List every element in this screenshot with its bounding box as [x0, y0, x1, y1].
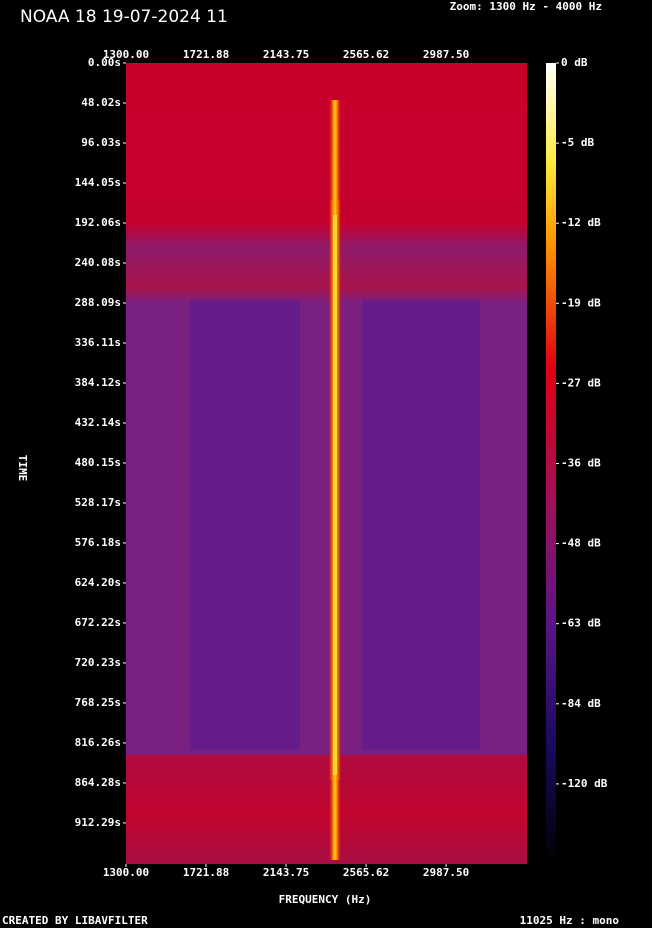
y-tick-label: 144.05s	[75, 176, 121, 189]
colorbar-tick-label: -84 dB	[561, 697, 601, 710]
colorbar-tick-label: -36 dB	[561, 457, 601, 470]
x-tick-label-top: 2565.62	[343, 48, 389, 61]
colorbar-tick-label: -12 dB	[561, 216, 601, 229]
zoom-label: Zoom: 1300 Hz - 4000 Hz	[450, 0, 602, 13]
y-tick-label: 96.03s	[81, 136, 121, 149]
x-tick-label-top: 2143.75	[263, 48, 309, 61]
colorbar-tick-label: -19 dB	[561, 296, 601, 309]
y-tick-label: 720.23s	[75, 656, 121, 669]
y-tick-label: 768.25s	[75, 696, 121, 709]
y-tick-label: 624.20s	[75, 576, 121, 589]
footer-right: 11025 Hz : mono	[520, 914, 620, 927]
y-tick-label: 816.26s	[75, 736, 121, 749]
footer-left: CREATED BY LIBAVFILTER	[2, 914, 148, 927]
y-tick-label: 672.22s	[75, 616, 121, 629]
x-tick-label-top: 1721.88	[183, 48, 229, 61]
y-tick-label: 48.02s	[81, 96, 121, 109]
y-tick-label: 912.29s	[75, 816, 121, 829]
colorbar-tick-label: -5 dB	[561, 136, 594, 149]
x-tick-label-bottom: 1300.00	[103, 866, 149, 879]
colorbar-tick-label: 0 dB	[561, 56, 588, 69]
x-axis-label: FREQUENCY (Hz)	[279, 893, 372, 906]
y-tick-label: 336.11s	[75, 336, 121, 349]
y-tick-label: 240.08s	[75, 256, 121, 269]
x-tick-label-top: 2987.50	[423, 48, 469, 61]
y-tick-label: 528.17s	[75, 496, 121, 509]
y-tick-label: 432.14s	[75, 416, 121, 429]
y-tick-label: 576.18s	[75, 536, 121, 549]
x-tick-label-bottom: 2987.50	[423, 866, 469, 879]
x-tick-label-bottom: 2143.75	[263, 866, 309, 879]
spectrogram-image	[126, 63, 527, 864]
x-tick-label-bottom: 2565.62	[343, 866, 389, 879]
y-tick-label: 864.28s	[75, 776, 121, 789]
y-tick-label: 192.06s	[75, 216, 121, 229]
colorbar-tick-label: -48 dB	[561, 537, 601, 550]
chart-title: NOAA 18 19-07-2024 11	[20, 7, 228, 27]
x-tick-label-bottom: 1721.88	[183, 866, 229, 879]
y-tick-label: 480.15s	[75, 456, 121, 469]
y-tick-label: 0.00s	[88, 56, 121, 69]
y-axis-label: TIME	[16, 455, 29, 482]
colorbar	[546, 63, 556, 864]
colorbar-tick-label: -27 dB	[561, 376, 601, 389]
y-tick-label: 384.12s	[75, 376, 121, 389]
colorbar-tick-label: -63 dB	[561, 617, 601, 630]
colorbar-tick-label: -120 dB	[561, 777, 608, 790]
y-tick-label: 288.09s	[75, 296, 121, 309]
x-tick-label-top: 1300.00	[103, 48, 149, 61]
